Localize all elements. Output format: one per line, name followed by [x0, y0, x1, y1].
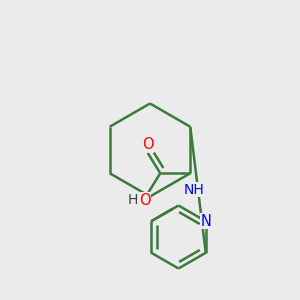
Text: H: H [128, 193, 139, 207]
Text: NH: NH [184, 183, 205, 197]
Text: O: O [142, 137, 154, 152]
Text: N: N [200, 214, 211, 229]
Text: O: O [139, 193, 151, 208]
